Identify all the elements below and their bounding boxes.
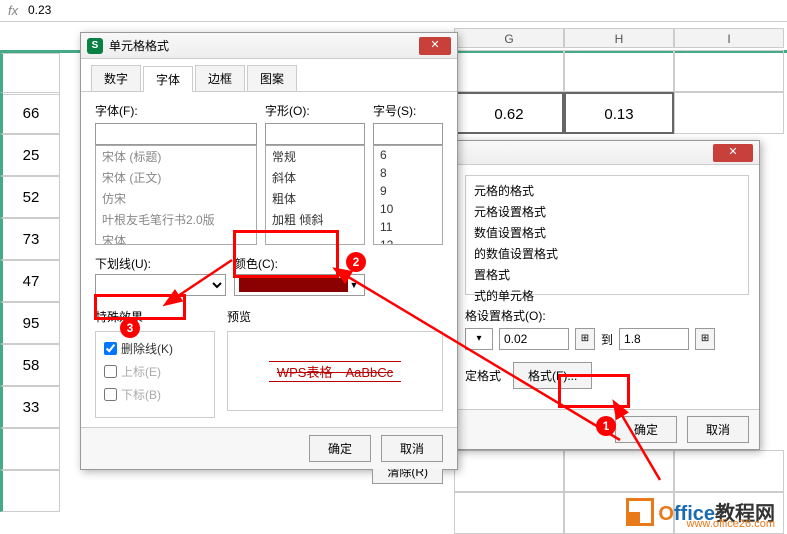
color-label: 颜色(C): [234, 255, 365, 272]
formula-bar: fx 0.23 [0, 0, 787, 22]
preview-label: 预览 [227, 308, 251, 325]
fx-icon: fx [8, 3, 18, 18]
subscript-checkbox[interactable]: 下标(B) [104, 386, 206, 403]
list-item[interactable]: 式的单元格 [466, 285, 748, 306]
list-item[interactable]: 9 [374, 182, 442, 200]
font-listbox[interactable]: 宋体 (标题) 宋体 (正文) 仿宋 叶根友毛笔行书2.0版 宋体 微软雅黑 [95, 145, 257, 245]
size-label: 字号(S): [373, 102, 443, 119]
font-input[interactable] [95, 123, 257, 145]
condition-combo[interactable]: ▾ [465, 328, 493, 350]
style-label: 字形(O): [265, 102, 365, 119]
list-item[interactable]: 宋体 [96, 230, 256, 245]
format-button[interactable]: 格式(F)... [513, 362, 592, 389]
list-item[interactable]: 6 [374, 146, 442, 164]
font-label: 字体(F): [95, 102, 257, 119]
cell-format-dialog: S 单元格格式 ✕ 数字 字体 边框 图案 字体(F): 字形(O): 字号(S… [80, 32, 458, 470]
strikethrough-checkbox[interactable]: 删除线(K) [104, 340, 206, 357]
color-combo[interactable]: ▼ [234, 274, 365, 296]
list-item[interactable]: 数值设置格式 [466, 222, 748, 243]
list-item[interactable]: 置格式 [466, 264, 748, 285]
cell[interactable] [0, 428, 60, 470]
cell[interactable]: 73 [0, 218, 60, 260]
list-item[interactable]: 宋体 (标题) [96, 146, 256, 167]
list-item[interactable]: 常规 [266, 146, 364, 167]
list-item[interactable]: 斜体 [266, 167, 364, 188]
dialog-title: 单元格格式 [109, 37, 419, 54]
list-item[interactable]: 仿宋 [96, 188, 256, 209]
tab-font[interactable]: 字体 [143, 66, 193, 92]
close-icon[interactable]: ✕ [419, 37, 451, 55]
size-listbox[interactable]: 6 8 9 10 11 12 [373, 145, 443, 245]
chevron-down-icon: ▼ [348, 280, 360, 290]
list-item[interactable]: 元格设置格式 [466, 201, 748, 222]
logo-url: www.office26.com [687, 518, 775, 530]
list-item[interactable]: 叶根友毛笔行书2.0版 [96, 209, 256, 230]
cell[interactable]: 47 [0, 260, 60, 302]
value-to-input[interactable] [619, 328, 689, 350]
style-listbox[interactable]: 常规 斜体 粗体 加粗 倾斜 [265, 145, 365, 245]
app-icon: S [87, 38, 103, 54]
range-picker-icon[interactable]: ⊞ [695, 328, 715, 350]
tab-pattern[interactable]: 图案 [247, 65, 297, 91]
value-from-input[interactable] [499, 328, 569, 350]
underline-combo[interactable] [95, 274, 226, 296]
close-icon[interactable]: ✕ [713, 144, 753, 162]
ok-button[interactable]: 确定 [615, 416, 677, 443]
watermark-logo: Office教程网 www.office26.com [626, 497, 775, 526]
list-item[interactable]: 11 [374, 218, 442, 236]
dialog2-titlebar: ✕ [455, 141, 759, 165]
list-item[interactable]: 宋体 (正文) [96, 167, 256, 188]
preview-box: WPS表格 AaBbCc [227, 331, 443, 411]
tabs: 数字 字体 边框 图案 [81, 59, 457, 92]
cell[interactable]: 33 [0, 386, 60, 428]
col-header[interactable]: I [674, 28, 784, 48]
list-item[interactable]: 12 [374, 236, 442, 245]
cell[interactable] [0, 53, 60, 95]
list-item[interactable]: 的数值设置格式 [466, 243, 748, 264]
cell[interactable]: 66 [0, 92, 60, 134]
range-picker-icon[interactable]: ⊞ [575, 328, 595, 350]
cell[interactable] [0, 470, 60, 512]
list-item[interactable]: 粗体 [266, 188, 364, 209]
cancel-button[interactable]: 取消 [687, 416, 749, 443]
tab-number[interactable]: 数字 [91, 65, 141, 91]
column-headers: G H I [454, 28, 784, 48]
config-label: 格设置格式(O): [465, 307, 749, 324]
color-swatch [239, 278, 348, 292]
conditional-format-dialog: ✕ 元格的格式 元格设置格式 数值设置格式 的数值设置格式 置格式 式的单元格 … [454, 140, 760, 450]
list-item[interactable]: 8 [374, 164, 442, 182]
cell[interactable]: 25 [0, 134, 60, 176]
rule-list[interactable]: 元格的格式 元格设置格式 数值设置格式 的数值设置格式 置格式 式的单元格 [465, 175, 749, 295]
preview-text: WPS表格 AaBbCc [269, 361, 401, 382]
list-item[interactable]: 加粗 倾斜 [266, 209, 364, 230]
list-item[interactable]: 元格的格式 [466, 180, 748, 201]
logo-icon [626, 498, 654, 526]
list-item[interactable]: 10 [374, 200, 442, 218]
size-input[interactable] [373, 123, 443, 145]
col-header[interactable]: G [454, 28, 564, 48]
to-label: 到 [601, 331, 613, 348]
set-format-label: 定格式 [465, 367, 501, 384]
cell[interactable]: 95 [0, 302, 60, 344]
superscript-checkbox[interactable]: 上标(E) [104, 363, 206, 380]
formula-value: 0.23 [28, 3, 51, 17]
style-input[interactable] [265, 123, 365, 145]
effects-label: 特殊效果 [95, 308, 215, 325]
cancel-button[interactable]: 取消 [381, 435, 443, 462]
tab-border[interactable]: 边框 [195, 65, 245, 91]
underline-label: 下划线(U): [95, 255, 226, 272]
col-header[interactable]: H [564, 28, 674, 48]
effects-group: 删除线(K) 上标(E) 下标(B) [95, 331, 215, 418]
cell[interactable]: 52 [0, 176, 60, 218]
cell[interactable]: 58 [0, 344, 60, 386]
ok-button[interactable]: 确定 [309, 435, 371, 462]
dialog-titlebar[interactable]: S 单元格格式 ✕ [81, 33, 457, 59]
